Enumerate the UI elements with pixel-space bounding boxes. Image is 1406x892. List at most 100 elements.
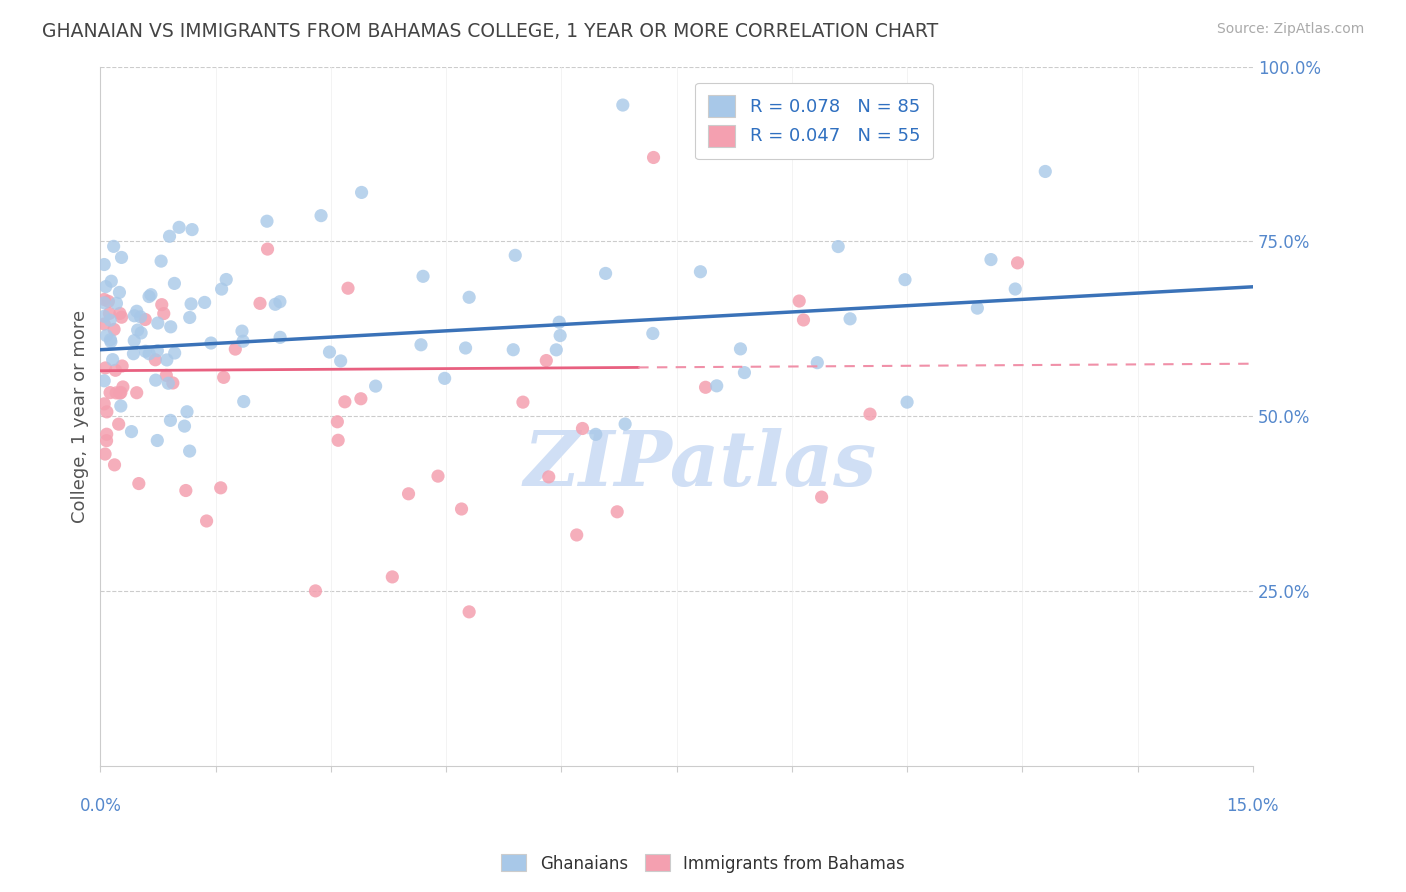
Point <box>966 301 988 315</box>
Point <box>93 317 115 331</box>
Point <box>122 347 145 361</box>
Point <box>105 385 128 400</box>
Point <box>111 359 134 373</box>
Point <box>110 385 132 400</box>
Point <box>129 326 152 340</box>
Legend: R = 0.078   N = 85, R = 0.047   N = 55: R = 0.078 N = 85, R = 0.047 N = 55 <box>696 83 932 159</box>
Point <box>350 392 373 406</box>
Point <box>212 370 235 384</box>
Point <box>107 417 129 432</box>
Point <box>733 366 755 380</box>
Point <box>433 371 456 385</box>
Point <box>232 334 254 349</box>
Point <box>256 242 278 256</box>
Point <box>110 310 132 325</box>
Point <box>232 394 254 409</box>
Point <box>125 304 148 318</box>
Point <box>249 296 271 310</box>
Point <box>134 344 156 359</box>
Point <box>179 444 201 458</box>
Point <box>139 287 162 301</box>
Legend: Ghanaians, Immigrants from Bahamas: Ghanaians, Immigrants from Bahamas <box>495 847 911 880</box>
Point <box>859 407 882 421</box>
Point <box>100 334 122 349</box>
Point <box>398 487 420 501</box>
Point <box>548 315 571 329</box>
Point <box>159 413 181 427</box>
Point <box>128 476 150 491</box>
Point <box>827 239 849 253</box>
Point <box>643 151 665 165</box>
Point <box>810 490 832 504</box>
Point <box>124 309 146 323</box>
Point <box>427 469 450 483</box>
Point <box>100 274 122 288</box>
Point <box>1033 164 1056 178</box>
Point <box>806 356 828 370</box>
Point <box>150 254 173 268</box>
Point <box>536 353 558 368</box>
Point <box>537 470 560 484</box>
Point <box>96 434 118 448</box>
Point <box>450 502 472 516</box>
Point <box>108 386 131 401</box>
Point <box>565 528 588 542</box>
Point <box>143 352 166 367</box>
Point <box>98 306 121 320</box>
Point <box>546 343 568 357</box>
Point <box>231 324 253 338</box>
Point <box>103 239 125 253</box>
Point <box>163 346 186 360</box>
Point <box>93 258 115 272</box>
Point <box>180 297 202 311</box>
Point <box>104 363 127 377</box>
Point <box>269 294 291 309</box>
Point <box>173 419 195 434</box>
Point <box>129 310 152 324</box>
Point <box>256 214 278 228</box>
Point <box>111 380 134 394</box>
Point <box>98 313 121 327</box>
Point <box>350 186 373 200</box>
Point <box>94 279 117 293</box>
Point <box>93 295 115 310</box>
Point <box>181 222 204 236</box>
Point <box>163 277 186 291</box>
Point <box>138 347 160 361</box>
Point <box>209 481 232 495</box>
Point <box>138 289 160 303</box>
Point <box>96 427 118 442</box>
Point <box>458 290 481 304</box>
Point <box>329 354 352 368</box>
Point <box>333 394 356 409</box>
Point <box>159 319 181 334</box>
Point <box>167 220 190 235</box>
Point <box>146 434 169 448</box>
Point <box>328 434 350 448</box>
Point <box>309 209 332 223</box>
Point <box>304 583 326 598</box>
Point <box>98 385 121 400</box>
Point <box>458 605 481 619</box>
Point <box>787 293 810 308</box>
Point <box>146 316 169 330</box>
Point <box>689 265 711 279</box>
Point <box>110 399 132 413</box>
Point <box>145 373 167 387</box>
Point <box>412 269 434 284</box>
Point <box>792 313 814 327</box>
Point <box>96 328 118 343</box>
Text: ZIPatlas: ZIPatlas <box>523 428 876 502</box>
Point <box>606 505 628 519</box>
Point <box>100 333 122 347</box>
Point <box>195 514 218 528</box>
Point <box>94 447 117 461</box>
Point <box>224 342 246 356</box>
Point <box>548 328 571 343</box>
Point <box>103 458 125 472</box>
Point <box>103 322 125 336</box>
Point <box>108 285 131 300</box>
Point <box>215 272 238 286</box>
Point <box>896 395 918 409</box>
Point <box>1004 282 1026 296</box>
